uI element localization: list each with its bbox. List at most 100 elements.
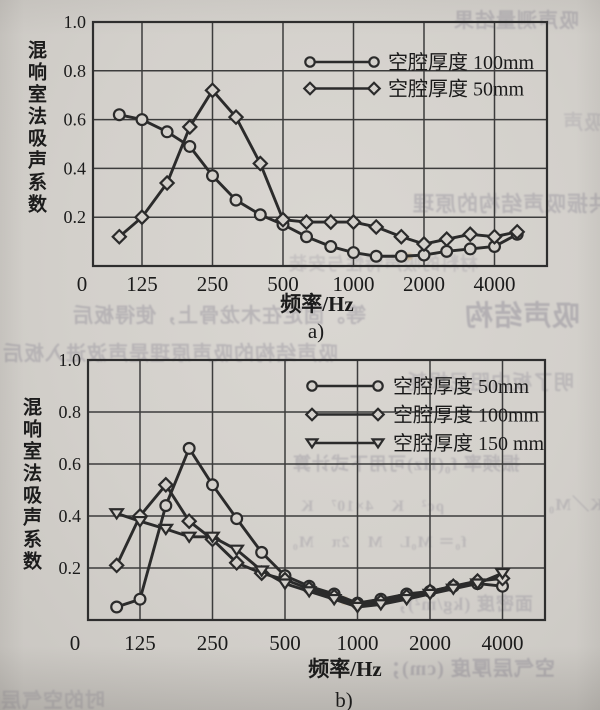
y-tick-label: 0.6 [59, 454, 82, 474]
y-tick-label: 0.8 [64, 61, 87, 81]
origin-tick-label: 0 [77, 272, 88, 296]
plot-border [91, 20, 549, 268]
data-point-marker [255, 545, 269, 559]
data-point-marker [509, 223, 526, 240]
legend-marker [304, 438, 320, 450]
data-point-marker [421, 588, 439, 602]
data-point-marker [108, 557, 125, 574]
x-axis-title: 频率/Hz [308, 657, 382, 681]
data-point-marker [345, 213, 362, 231]
data-point-marker [182, 441, 196, 455]
data-point-marker [228, 554, 245, 571]
y-tick-label: 0.2 [59, 558, 82, 578]
legend-marker [366, 81, 382, 96]
x-tick-label: 1000 [337, 631, 379, 655]
data-point-marker [325, 593, 343, 607]
data-point-marker [440, 244, 454, 258]
data-point-marker [157, 523, 175, 537]
data-point-marker [183, 139, 197, 153]
plot-border [86, 358, 547, 622]
chart-a-y-axis-label: 混响室法吸声系数 [25, 40, 46, 216]
data-point-marker [133, 209, 151, 226]
data-point-marker [398, 593, 415, 607]
x-tick-label: 4000 [474, 272, 516, 296]
data-point-marker [181, 513, 198, 530]
data-point-marker [108, 508, 125, 521]
legend-item: 空腔厚度 50mm [302, 78, 525, 101]
data-point-marker [486, 228, 503, 245]
data-point-marker [160, 125, 174, 139]
legend-item: 空腔厚度 100mm [304, 404, 540, 427]
legend-marker [372, 380, 384, 392]
legend-item: 空腔厚度 100mm [304, 51, 535, 74]
x-tick-label: 125 [126, 272, 158, 296]
legend-marker [370, 438, 386, 450]
data-point-marker [462, 226, 479, 243]
y-tick-label: 0.4 [59, 506, 82, 526]
data-point-marker [159, 499, 173, 513]
legend-marker [302, 81, 318, 96]
legend-marker [304, 407, 320, 422]
data-point-marker [133, 592, 147, 606]
data-point-marker [300, 230, 314, 244]
y-tick-label: 1.0 [64, 12, 87, 32]
y-tick-label: 0.8 [59, 402, 82, 422]
data-point-marker [253, 208, 267, 222]
data-point-marker [227, 109, 245, 126]
figure-sublabel: b) [335, 688, 353, 710]
series-line-1 [118, 113, 518, 258]
series-line-2 [118, 88, 518, 246]
data-point-marker [372, 599, 390, 612]
legend-label: 空腔厚度 50mm [393, 375, 530, 398]
data-point-marker [112, 108, 126, 122]
data-point-marker [131, 515, 149, 529]
data-point-marker [135, 113, 149, 127]
data-point-marker [180, 531, 198, 544]
data-point-marker [347, 246, 361, 260]
data-point-marker [469, 578, 486, 591]
y-tick-label: 0.6 [64, 110, 87, 130]
data-point-marker [494, 567, 511, 581]
chart-b: 1.0 0.8 0.6 0.4 0.2 0 125 250 500 1000 2000 4000 频率/… [59, 350, 547, 710]
data-point-marker [206, 478, 220, 492]
x-tick-label: 500 [269, 631, 301, 655]
data-point-marker [230, 512, 244, 526]
data-point-marker [228, 544, 245, 557]
legend-marker [368, 56, 380, 68]
data-point-marker [445, 583, 462, 596]
data-point-marker [368, 218, 385, 236]
data-point-marker [111, 228, 128, 245]
x-tick-label: 250 [197, 272, 229, 296]
chart-a: 1.0 0.8 0.6 0.4 0.2 0 125 250 500 1000 2000 4000 频率/… [64, 12, 549, 343]
x-tick-label: 250 [197, 631, 229, 655]
legend-marker [370, 407, 386, 422]
data-point-marker [204, 82, 221, 99]
data-point-marker [204, 531, 221, 544]
data-point-marker [349, 601, 366, 615]
legend-label: 空腔厚度 150 mm [393, 432, 545, 455]
data-point-marker [276, 578, 294, 591]
data-point-marker [206, 169, 220, 183]
data-point-marker [158, 174, 176, 192]
legend-label: 空腔厚度 50mm [388, 78, 525, 101]
legend-label: 空腔厚度 100mm [393, 404, 540, 427]
legend-item: 空腔厚度 50mm [306, 375, 530, 398]
x-tick-label: 1000 [333, 272, 375, 296]
data-point-marker [274, 211, 292, 228]
data-point-marker [110, 600, 124, 614]
data-point-marker [394, 249, 408, 263]
x-tick-label: 500 [267, 272, 299, 296]
data-point-marker [322, 213, 339, 231]
legend-label: 空腔厚度 100mm [388, 51, 535, 74]
legend-item: 空腔厚度 150 mm [304, 432, 545, 455]
data-point-marker [229, 193, 243, 207]
data-point-marker [300, 586, 318, 599]
data-point-marker [463, 242, 477, 256]
legend-marker [306, 380, 318, 392]
y-tick-label: 1.0 [59, 350, 82, 370]
data-point-marker [369, 249, 383, 263]
x-tick-label: 2000 [403, 272, 445, 296]
data-point-marker [393, 228, 410, 245]
data-point-marker [157, 476, 174, 493]
